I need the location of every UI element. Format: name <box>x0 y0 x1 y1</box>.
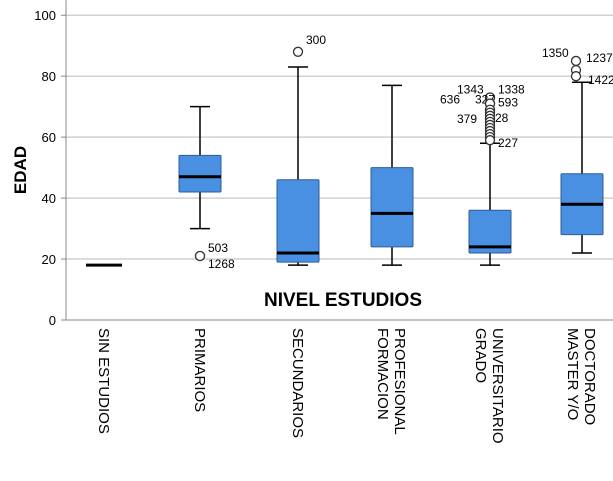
outlier-point <box>194 250 206 262</box>
category-label: SECUNDARIOS <box>289 328 306 438</box>
outlier-label: 1422 <box>588 73 613 87</box>
category-labels: SIN ESTUDIOS PRIMARIOS SECUNDARIOS FORMACIO… <box>95 328 598 444</box>
y-tick-label: 0 <box>49 313 56 328</box>
outlier-label: 1268 <box>208 257 235 271</box>
category-label: FORMACION <box>374 328 391 420</box>
outlier-label: 503 <box>208 241 228 255</box>
y-tick-label: 80 <box>42 69 56 84</box>
box-iqr <box>370 167 414 248</box>
box-group <box>370 84 414 266</box>
outlier-label: 593 <box>498 96 518 110</box>
outlier-point <box>484 135 496 146</box>
category-label: PRIMARIOS <box>191 328 208 412</box>
y-axis-title: EDAD <box>11 146 30 194</box>
category-label: PROFESIONAL <box>391 328 408 435</box>
outlier-label: 379 <box>457 112 477 126</box>
box-group <box>560 81 604 254</box>
outlier-label: 227 <box>498 136 518 150</box>
category-label: SIN ESTUDIOS <box>95 328 112 434</box>
box-group <box>276 66 320 266</box>
category-label: MASTER Y/O <box>564 328 581 420</box>
category-label: DOCTORADO <box>581 328 598 425</box>
outlier-label: 28 <box>495 111 509 125</box>
boxes <box>86 66 604 267</box>
category-label: GRADO <box>472 328 489 383</box>
outlier-label: 636 <box>440 93 460 107</box>
box-group <box>178 105 222 230</box>
outlier-label: 1350 <box>542 46 569 60</box>
outlier-label: 1237 <box>586 51 613 65</box>
box-iqr <box>178 154 222 193</box>
category-label: UNIVERSITARIO <box>489 328 506 444</box>
x-axis-title: NIVEL ESTUDIOS <box>264 290 422 311</box>
y-tick-label: 40 <box>42 191 56 206</box>
outlier-point <box>292 46 304 57</box>
y-tick-label: 20 <box>42 252 56 267</box>
outlier-label: 300 <box>306 33 326 47</box>
outlier-point <box>570 55 582 67</box>
box-group <box>468 142 512 266</box>
y-tick-labels: 0 20 40 60 80 100 <box>34 8 66 328</box>
grid-lines <box>66 14 613 321</box>
outlier-point <box>570 71 582 82</box>
outlier-label: 1343 <box>457 83 484 97</box>
y-tick-label: 100 <box>34 8 56 23</box>
y-tick-label: 60 <box>42 130 56 145</box>
outlier-label: 1338 <box>498 83 525 97</box>
box-iqr <box>468 209 512 254</box>
box-iqr <box>276 179 320 263</box>
